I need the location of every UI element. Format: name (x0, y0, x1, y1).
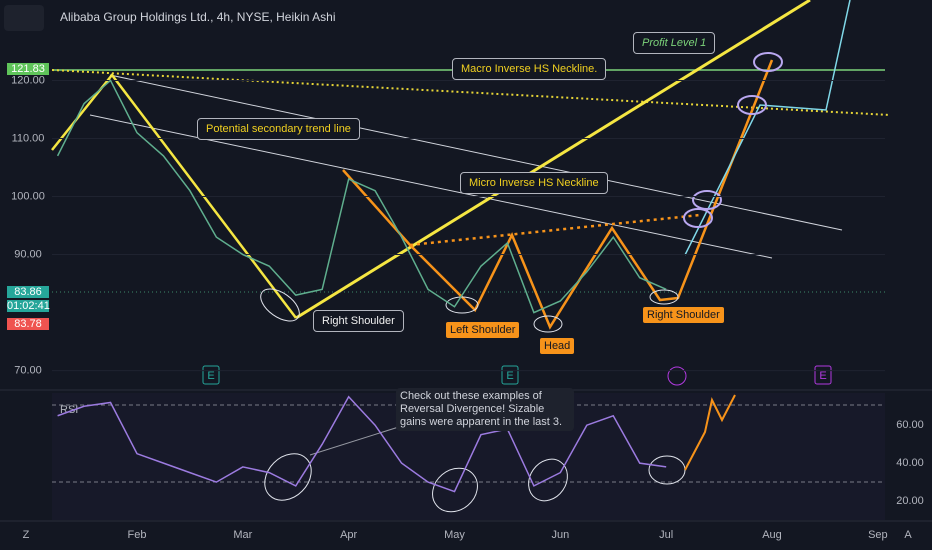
countdown-label: 01:02:41 (7, 300, 50, 312)
level-label: 121.83 (7, 63, 49, 75)
x-tick-label: Apr (340, 529, 357, 541)
annotation: Macro Inverse HS Neckline. (452, 58, 607, 80)
annotation: Micro Inverse HS Neckline (460, 172, 608, 194)
rsi-ring (264, 453, 312, 501)
y-tick-label: 60.00 (896, 419, 924, 431)
corner-right: A (904, 529, 912, 541)
y-tick-label: 110.00 (12, 132, 45, 144)
shoulder-ring (445, 296, 479, 314)
y-tick-label: 20.00 (896, 495, 924, 507)
rsi-ring (432, 467, 478, 513)
bid-label: 83.78 (7, 318, 49, 330)
x-tick-label: Mar (233, 529, 252, 541)
target-ring (737, 95, 767, 115)
y-tick-label: 90.00 (14, 248, 42, 260)
shoulder-ring (649, 289, 679, 305)
symbol-button[interactable] (4, 5, 44, 31)
y-tick-label: 100.00 (11, 190, 45, 202)
y-tick-label: 40.00 (896, 457, 924, 469)
annotation: Potential secondary trend line (197, 118, 360, 140)
annotation: Right Shoulder (643, 307, 724, 323)
annotation: Left Shoulder (446, 322, 520, 338)
x-tick-label: Feb (127, 529, 146, 541)
y-tick-label: 70.00 (14, 364, 42, 376)
y-tick-label: 120.00 (11, 74, 45, 86)
rsi-ring (528, 458, 568, 502)
projection (684, 0, 851, 256)
macro-zigzag (51, 72, 297, 319)
trend-support (295, 0, 811, 320)
header-title: Alibaba Group Holdings Ltd., 4h, NYSE, H… (60, 10, 335, 24)
event-label: E (819, 370, 826, 382)
x-tick-label: Sep (868, 529, 888, 541)
x-tick-label: Jul (659, 529, 673, 541)
x-tick-label: Jun (551, 529, 569, 541)
annotation: Head (540, 338, 575, 354)
series-line (56, 79, 667, 314)
event-box (202, 365, 220, 385)
event-label: E (207, 370, 214, 382)
annotation: Right Shoulder (313, 310, 404, 332)
series-line (57, 395, 667, 493)
last-price-label: 83.86 (7, 286, 49, 298)
event-box (814, 365, 832, 385)
event-box (501, 365, 519, 385)
target-ring (692, 190, 722, 210)
callout-line (309, 424, 406, 456)
target-ring (753, 52, 783, 72)
micro-zigzag (342, 59, 774, 330)
annotation: Check out these examples of Reversal Div… (396, 388, 574, 431)
event-label: E (506, 370, 513, 382)
target-ring (683, 208, 713, 228)
annotation: Profit Level 1 (633, 32, 716, 54)
x-tick-label: Aug (762, 529, 782, 541)
corner-left: Z (23, 529, 30, 541)
head-ring (533, 315, 563, 333)
x-tick-label: May (444, 529, 465, 541)
shoulder-ring (260, 288, 300, 322)
rsi-projection (684, 394, 736, 471)
dividend-icon (667, 366, 687, 386)
